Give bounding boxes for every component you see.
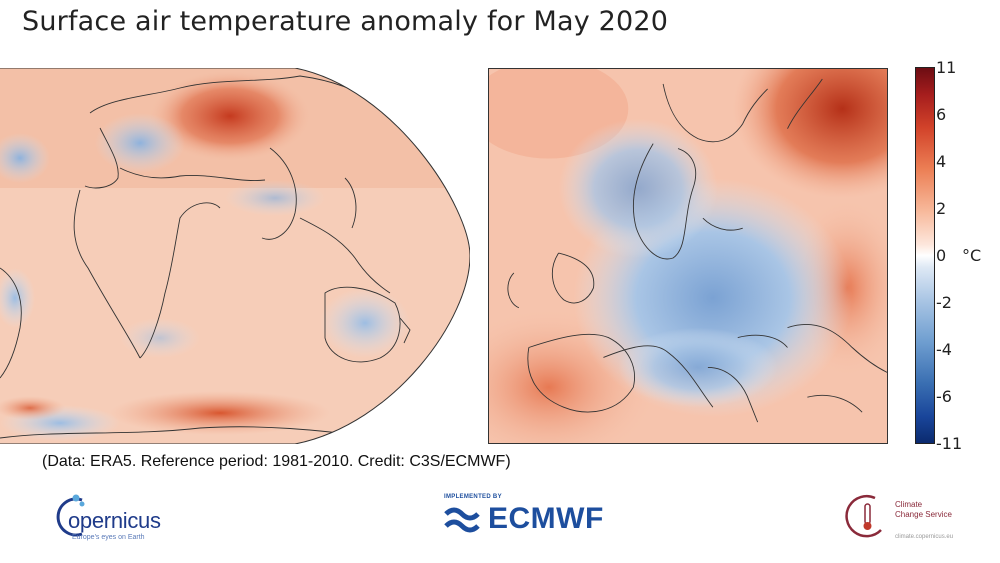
c3s-logo: Climate Change Service climate.copernicu… (845, 490, 985, 550)
colorbar-tick: 0 (936, 246, 947, 265)
europe-map (488, 68, 888, 444)
ecmwf-wordmark: ECMWF (488, 502, 604, 535)
copernicus-wordmark: opernicus (68, 508, 161, 533)
colorbar-tick: -6 (936, 387, 952, 406)
c3s-tagline: climate.copernicus.eu (895, 534, 954, 540)
data-credit: (Data: ERA5. Reference period: 1981-2010… (42, 453, 511, 470)
copernicus-logo: opernicus Europe's eyes on Earth (52, 488, 222, 548)
c3s-line2: Change Service (895, 510, 952, 519)
world-map (0, 68, 470, 444)
ecmwf-logo: IMPLEMENTED BY ECMWF (440, 494, 640, 544)
colorbar-tick: 6 (936, 105, 947, 124)
colorbar-tick: -2 (936, 293, 952, 312)
colorbar-tick: 11 (936, 58, 957, 77)
colorbar-tick: -11 (936, 434, 963, 453)
copernicus-tagline: Europe's eyes on Earth (72, 534, 145, 541)
c3s-line1: Climate (895, 500, 923, 509)
ecmwf-implemented-by: IMPLEMENTED BY (444, 494, 502, 500)
colorbar-tick: 2 (936, 199, 947, 218)
page-title: Surface air temperature anomaly for May … (22, 6, 669, 37)
colorbar-unit: °C (962, 246, 982, 265)
thermometer-icon (845, 494, 882, 538)
copernicus-c-icon (56, 494, 85, 537)
colorbar-tick: 4 (936, 152, 947, 171)
colorbar (915, 67, 935, 444)
colorbar-tick: -4 (936, 340, 952, 359)
ecmwf-wave-icon (444, 507, 480, 533)
